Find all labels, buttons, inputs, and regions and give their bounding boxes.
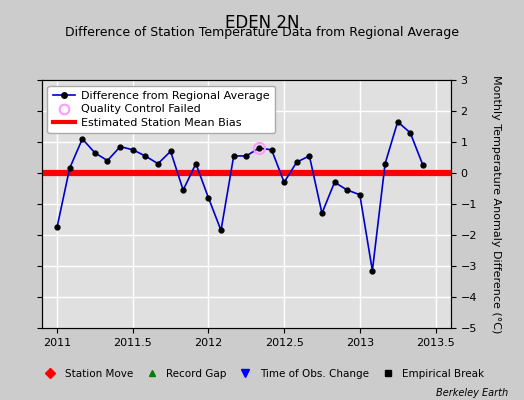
Legend: Station Move, Record Gap, Time of Obs. Change, Empirical Break: Station Move, Record Gap, Time of Obs. C…: [37, 366, 487, 382]
Text: Berkeley Earth: Berkeley Earth: [436, 388, 508, 398]
Text: EDEN 2N: EDEN 2N: [225, 14, 299, 32]
Y-axis label: Monthly Temperature Anomaly Difference (°C): Monthly Temperature Anomaly Difference (…: [491, 75, 501, 333]
Text: Difference of Station Temperature Data from Regional Average: Difference of Station Temperature Data f…: [65, 26, 459, 39]
Legend: Difference from Regional Average, Quality Control Failed, Estimated Station Mean: Difference from Regional Average, Qualit…: [48, 86, 275, 133]
